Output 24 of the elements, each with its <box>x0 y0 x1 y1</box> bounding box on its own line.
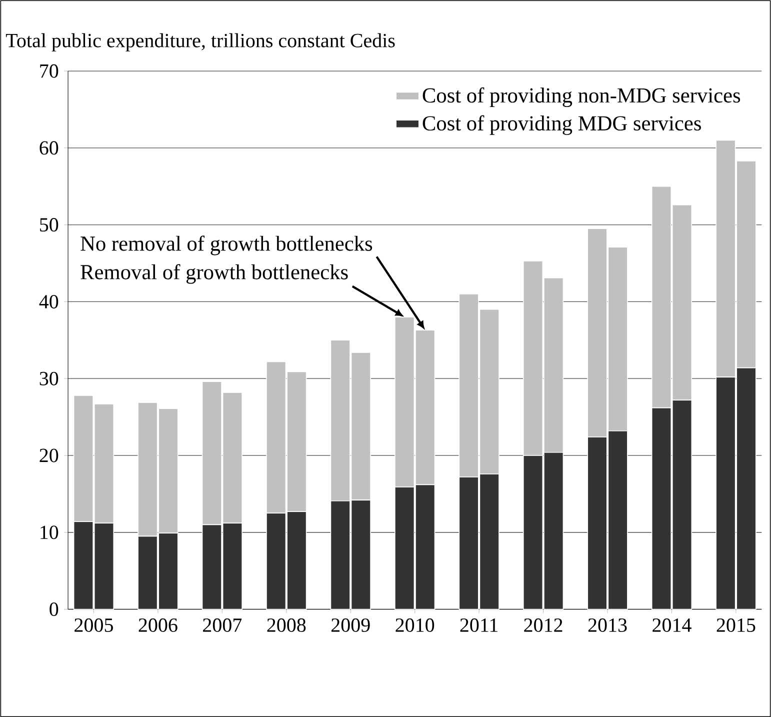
x-tick-label: 2005 <box>74 618 113 632</box>
x-tick-label: 2006 <box>138 618 178 632</box>
y-tick-label: 70 <box>40 64 58 78</box>
y-tick-label: 60 <box>40 141 58 155</box>
x-tick-label: 2015 <box>716 618 756 632</box>
y-tick-label: 40 <box>39 294 58 308</box>
x-tick-label: 2013 <box>588 618 627 632</box>
x-tick-label: 2010 <box>396 618 434 632</box>
x-tick-label: 2009 <box>331 618 370 632</box>
legend-label: Cost of providing MDG services <box>422 115 701 135</box>
y-tick-label: 30 <box>40 372 58 386</box>
x-tick-label: 2008 <box>267 618 306 632</box>
annotation: No removal of growth bottlenecks <box>80 235 372 256</box>
chart-title: Total public expenditure, trillions constant Cedis <box>6 33 395 52</box>
x-tick-label: 2012 <box>524 618 562 632</box>
legend-label: Cost of providing non-MDG services <box>422 87 740 107</box>
y-tick-label: 0 <box>50 602 58 616</box>
y-tick-label: 50 <box>40 218 58 232</box>
y-tick-label: 10 <box>40 525 58 539</box>
x-tick-label: 2014 <box>652 618 692 632</box>
annotation: Removal of growth bottlenecks <box>80 264 348 284</box>
x-tick-label: 2011 <box>460 618 498 632</box>
y-tick-label: 20 <box>40 448 58 462</box>
x-tick-label: 2007 <box>203 618 242 632</box>
